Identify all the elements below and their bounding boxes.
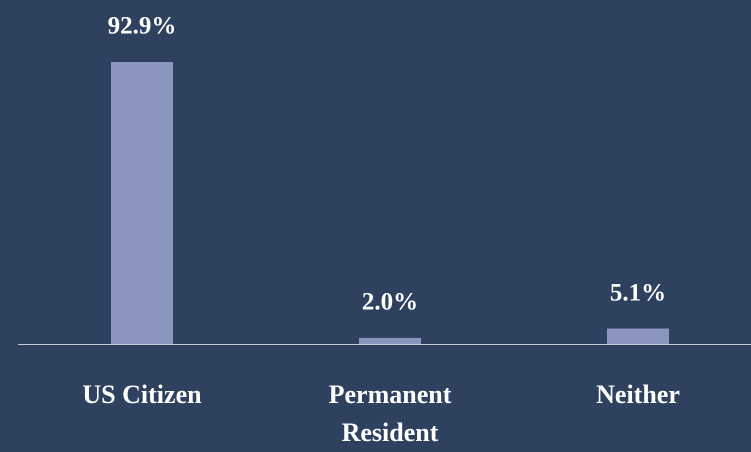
bar xyxy=(607,328,669,344)
bar xyxy=(359,337,421,344)
bar xyxy=(111,62,173,344)
x-tick-label: Neither xyxy=(596,380,680,409)
x-tick-label: Permanent Resident xyxy=(328,380,452,447)
data-label: 5.1% xyxy=(610,279,666,306)
data-label: 2.0% xyxy=(362,289,418,316)
data-label: 92.9% xyxy=(108,13,177,40)
x-tick-label: US Citizen xyxy=(82,380,202,409)
